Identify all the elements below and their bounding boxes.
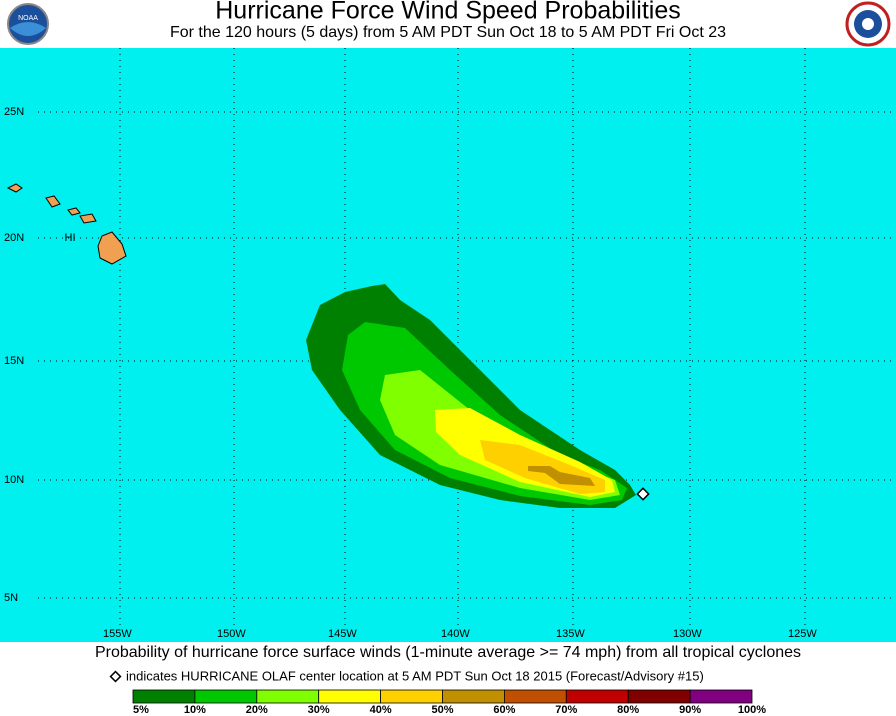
contour-50 [528, 466, 595, 486]
nws-logo [845, 1, 891, 47]
lon-label: 125W [788, 628, 817, 640]
legend-label: 50% [431, 704, 453, 716]
lon-label: 150W [217, 628, 246, 640]
legend-label: 5% [133, 704, 149, 716]
legend-swatch [627, 689, 691, 704]
island-label: HI [65, 232, 76, 244]
legend-label: 30% [308, 704, 330, 716]
svg-text:NOAA: NOAA [18, 15, 38, 22]
lon-label: 145W [328, 628, 357, 640]
noaa-logo: NOAA [7, 3, 49, 45]
lon-label: 135W [556, 628, 585, 640]
legend-swatch [565, 689, 629, 704]
subtitle: For the 120 hours (5 days) from 5 AM PDT… [170, 24, 726, 41]
legend-label: 90% [679, 704, 701, 716]
legend-swatch [503, 689, 567, 704]
legend-label: 10% [184, 704, 206, 716]
legend-label: 70% [555, 704, 577, 716]
legend-label: 60% [493, 704, 515, 716]
title: Hurricane Force Wind Speed Probabilities [215, 0, 681, 25]
hawaii: HI [6, 183, 127, 265]
legend-swatch [256, 689, 320, 704]
lon-label: 130W [673, 628, 702, 640]
probability-contours [306, 284, 636, 508]
lat-label: 20N [4, 232, 24, 244]
legend-swatch [318, 689, 382, 704]
legend-label: 80% [617, 704, 639, 716]
legend-label: 100% [738, 704, 766, 716]
legend-swatch [689, 689, 753, 704]
caption: Probability of hurricane force surface w… [95, 644, 801, 661]
legend-swatch [442, 689, 505, 704]
lat-label: 5N [4, 592, 18, 604]
lat-label: 25N [4, 106, 24, 118]
legend-swatch [380, 689, 443, 704]
lon-label: 155W [103, 628, 132, 640]
legend-marker [109, 670, 122, 683]
legend-swatch [194, 689, 258, 704]
lon-label: 140W [441, 628, 470, 640]
note: indicates HURRICANE OLAF center location… [126, 668, 704, 683]
lat-label: 15N [4, 355, 24, 367]
legend-label: 40% [370, 704, 392, 716]
legend: 5% 10% 20% 30% 40% 50% 60% 70% 80% 90% 100% [132, 689, 766, 716]
storm-center-marker [636, 487, 650, 501]
legend-label: 20% [246, 704, 268, 716]
graticule: 25N 20N 15N 10N 5N 155W 150W 145W 140W 135W 130W 12… [4, 48, 896, 640]
lat-label: 10N [4, 474, 24, 486]
legend-swatch [132, 689, 196, 704]
